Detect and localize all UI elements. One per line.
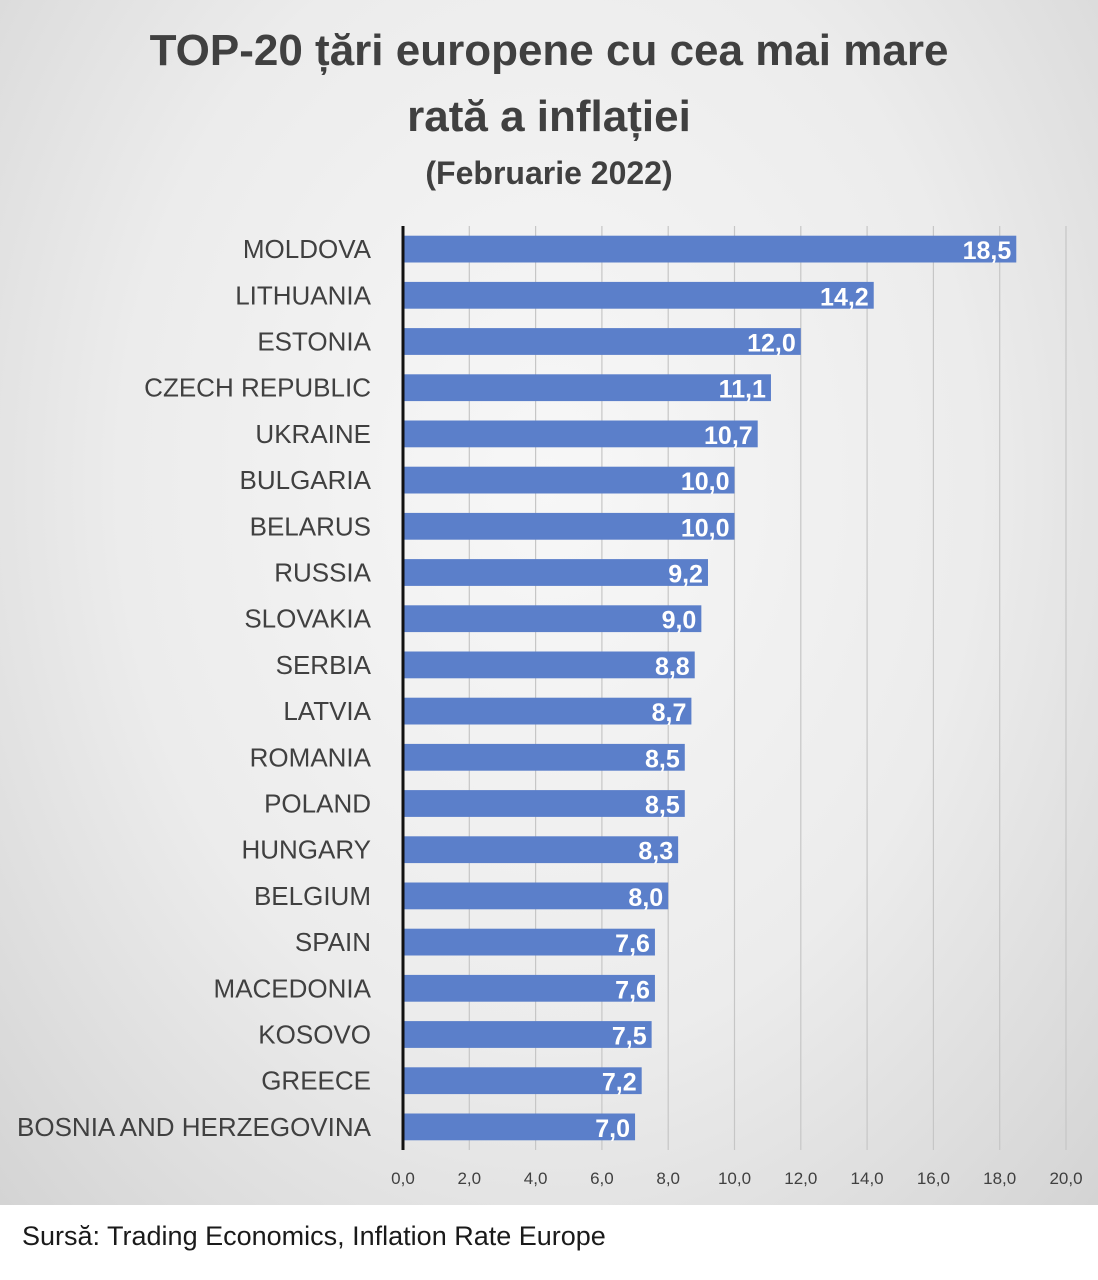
x-tick-label: 18,0	[983, 1169, 1016, 1188]
category-label: SPAIN	[295, 927, 371, 957]
value-label: 8,3	[638, 838, 673, 866]
x-tick-label: 10,0	[718, 1169, 751, 1188]
bars	[403, 235, 1017, 1141]
bar	[403, 512, 735, 540]
x-tick-label: 0,0	[391, 1169, 415, 1188]
bar	[403, 328, 801, 355]
category-label: ROMANIA	[250, 742, 372, 772]
category-label: SLOVAKIA	[244, 604, 371, 634]
value-label: 7,6	[615, 976, 650, 1004]
bar	[403, 1021, 652, 1048]
bar	[403, 651, 695, 679]
category-label: ESTONIA	[257, 327, 371, 357]
category-label: BELARUS	[250, 511, 371, 541]
bar	[403, 790, 685, 817]
chart-panel: TOP-20 țări europene cu cea mai mare rat…	[0, 0, 1098, 1205]
x-tick-label: 2,0	[457, 1169, 481, 1188]
category-label: KOSOVO	[258, 1020, 371, 1050]
x-tick-label: 4,0	[524, 1169, 548, 1188]
category-label: CZECH REPUBLIC	[144, 373, 371, 403]
value-label: 14,2	[820, 283, 869, 311]
bar	[403, 605, 702, 633]
category-label: LATVIA	[283, 696, 371, 726]
value-label: 8,8	[655, 653, 690, 681]
bar	[403, 836, 679, 864]
value-label: 12,0	[747, 330, 796, 358]
category-label: RUSSIA	[274, 558, 371, 588]
bar	[403, 743, 685, 771]
category-label: MOLDOVA	[243, 234, 372, 264]
x-tick-label: 16,0	[917, 1169, 950, 1188]
category-label: GREECE	[261, 1066, 371, 1096]
value-label: 7,5	[612, 1023, 647, 1051]
bar-chart: MOLDOVA LITHUANIA ESTONIA CZECH REPUBLIC UKR…	[17, 226, 1083, 1188]
value-label: 10,0	[681, 468, 730, 496]
bar	[403, 882, 669, 910]
bar	[403, 559, 708, 586]
bar	[403, 1067, 642, 1095]
bar	[403, 281, 874, 309]
category-label: SERBIA	[276, 650, 372, 680]
category-label: HUNGARY	[241, 835, 371, 865]
x-tick-label: 20,0	[1049, 1169, 1082, 1188]
value-label: 9,0	[662, 607, 697, 635]
source-note: Sursă: Trading Economics, Inflation Rate…	[22, 1221, 606, 1251]
value-label: 8,5	[645, 745, 680, 773]
value-label: 10,0	[681, 514, 730, 542]
value-label: 8,7	[652, 699, 687, 727]
bar	[403, 928, 655, 956]
bar	[403, 1113, 636, 1141]
category-label: BELGIUM	[254, 881, 371, 911]
value-label: 8,5	[645, 792, 680, 820]
bar	[403, 974, 655, 1002]
value-label: 18,5	[963, 237, 1012, 265]
value-label: 10,7	[704, 422, 753, 450]
category-label: BOSNIA AND HERZEGOVINA	[17, 1112, 372, 1142]
value-labels: 18,5 14,2 12,0 11,1 10,7 10,0 10,0 9,2 9,0 8,8 8,7…	[595, 237, 1011, 1143]
bar	[403, 466, 735, 494]
bar	[403, 235, 1017, 263]
bar	[403, 420, 758, 448]
value-label: 9,2	[668, 561, 703, 589]
category-label: MACEDONIA	[214, 973, 372, 1003]
x-tick-label: 8,0	[656, 1169, 680, 1188]
value-label: 11,1	[719, 376, 766, 404]
chart-title-line-2: rată a inflației	[407, 92, 691, 141]
value-label: 7,2	[602, 1069, 637, 1097]
bar	[403, 374, 771, 402]
bar	[403, 697, 692, 725]
category-labels: MOLDOVA LITHUANIA ESTONIA CZECH REPUBLIC UKR…	[17, 234, 372, 1142]
category-label: LITHUANIA	[235, 280, 371, 310]
category-label: BULGARIA	[240, 465, 372, 495]
x-axis-tick-labels: 0,0 2,0 4,0 6,0 8,0 10,0 12,0 14,0 16,0 18,0 20,0	[391, 1169, 1082, 1188]
x-tick-label: 12,0	[784, 1169, 817, 1188]
chart-title-line-1: TOP-20 țări europene cu cea mai mare	[149, 26, 949, 75]
x-tick-label: 14,0	[851, 1169, 884, 1188]
value-label: 7,0	[595, 1115, 630, 1143]
category-label: UKRAINE	[255, 419, 371, 449]
category-label: POLAND	[264, 789, 371, 819]
x-tick-label: 6,0	[590, 1169, 614, 1188]
value-label: 8,0	[628, 884, 663, 912]
grid-lines	[468, 226, 1067, 1150]
value-label: 7,6	[615, 930, 650, 958]
chart-subtitle: (Februarie 2022)	[425, 155, 673, 191]
